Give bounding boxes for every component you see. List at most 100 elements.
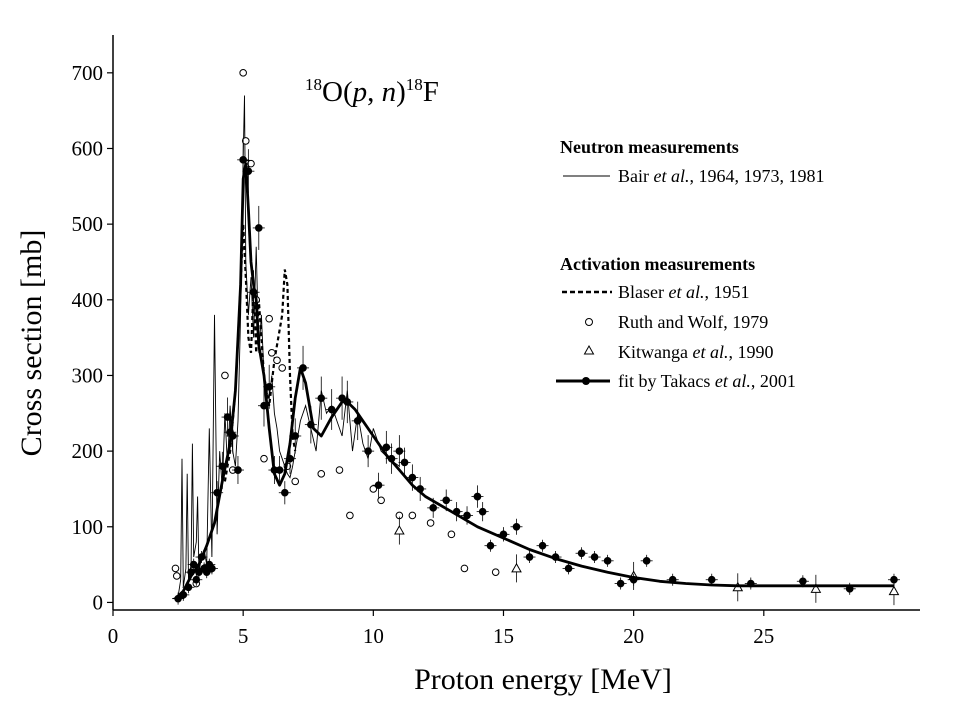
takacs-point — [473, 492, 482, 501]
y-tick-label: 600 — [72, 136, 104, 160]
legend-swatch-takacs-dot — [582, 377, 590, 385]
y-axis-label: Cross section [mb] — [15, 230, 48, 457]
takacs-point — [374, 481, 383, 489]
legend-entry-takacs: fit by Takacs et al., 2001 — [618, 371, 796, 391]
takacs-point — [223, 413, 232, 421]
legend-swatch-ruth — [585, 318, 593, 326]
takacs-point — [275, 466, 284, 474]
takacs-point — [202, 568, 211, 576]
takacs-point — [343, 398, 352, 406]
takacs-point — [746, 579, 755, 588]
takacs-point — [353, 417, 362, 425]
ruth-point — [239, 69, 247, 77]
title-product: F — [423, 76, 439, 108]
takacs-point — [197, 553, 206, 561]
x-tick-label: 5 — [238, 624, 249, 648]
takacs-point — [187, 568, 195, 576]
legend-entry-bair: Bair et al., 1964, 1973, 1981 — [618, 166, 825, 186]
title-comma: , — [367, 76, 382, 108]
legend-entry-blaser: Blaser et al., 1951 — [618, 282, 749, 302]
ruth-point — [377, 496, 385, 505]
ruth-point — [346, 511, 354, 520]
title-paren-open: ( — [343, 76, 353, 108]
takacs-point — [317, 394, 326, 402]
ruth-point — [460, 564, 469, 573]
takacs-point — [395, 447, 404, 455]
takacs-point — [254, 224, 263, 232]
title-mass-post: 18 — [406, 75, 423, 94]
takacs-point — [452, 507, 461, 516]
takacs-point — [195, 568, 203, 576]
takacs-point — [499, 530, 508, 539]
x-axis-label: Proton energy [MeV] — [414, 663, 672, 696]
takacs-point — [184, 583, 193, 592]
ruth-point — [278, 364, 287, 372]
takacs-point — [512, 522, 521, 531]
takacs-point — [890, 575, 898, 584]
takacs-point — [174, 594, 182, 603]
takacs-point — [286, 454, 294, 463]
chart-title: 18O(p, n)18F — [305, 75, 439, 108]
ruth-point — [273, 356, 281, 365]
takacs-point — [538, 541, 547, 550]
takacs-point — [327, 405, 336, 414]
takacs-point — [382, 443, 391, 452]
takacs-point — [486, 541, 495, 550]
ruth-point — [247, 159, 255, 168]
title-paren-close: ) — [396, 76, 406, 108]
takacs-point — [416, 485, 424, 493]
title-ejectile: n — [382, 76, 397, 108]
legend-group-activation-title: Activation measurements — [560, 254, 755, 274]
takacs-point — [244, 167, 253, 175]
x-tick-label: 10 — [363, 624, 384, 648]
y-tick-label: 200 — [72, 439, 104, 463]
y-tick-label: 100 — [72, 515, 104, 539]
title-projectile: p — [351, 76, 368, 108]
takacs-point — [192, 575, 201, 584]
kitwanga-point — [511, 562, 522, 573]
takacs-point — [642, 557, 651, 565]
takacs-point — [603, 557, 612, 565]
takacs-point — [234, 466, 242, 474]
title-target: O — [322, 76, 343, 108]
ruth-point — [291, 477, 300, 486]
takacs-point — [218, 462, 227, 471]
legend-entry-kitwanga: Kitwanga et al., 1990 — [618, 342, 773, 362]
takacs-point — [577, 549, 586, 558]
x-tick-label: 20 — [623, 624, 644, 648]
ruth-point — [491, 568, 500, 576]
kitwanga-point — [888, 585, 900, 596]
takacs-point — [590, 553, 599, 561]
series-takacs-fit-line — [174, 162, 894, 600]
takacs-point — [442, 496, 451, 505]
y-tick-label: 500 — [72, 212, 104, 236]
ruth-point — [267, 348, 276, 357]
takacs-point — [616, 579, 625, 588]
ruth-point — [369, 485, 378, 493]
takacs-point — [845, 585, 854, 593]
ruth-point — [172, 572, 181, 580]
y-tick-label: 300 — [72, 363, 104, 387]
y-tick-label: 0 — [93, 590, 104, 614]
ruth-point — [260, 454, 268, 463]
takacs-point — [307, 420, 315, 429]
takacs-point — [551, 553, 560, 561]
takacs-point — [260, 401, 268, 410]
takacs-point — [408, 473, 417, 482]
ruth-point — [221, 371, 229, 380]
takacs-point — [291, 432, 300, 440]
takacs-point — [707, 575, 716, 584]
takacs-point — [249, 288, 258, 297]
takacs-point — [478, 507, 487, 516]
ruth-point — [171, 564, 180, 573]
x-tick-label: 15 — [493, 624, 514, 648]
x-tick-label: 25 — [753, 624, 774, 648]
takacs-point — [799, 577, 807, 586]
legend-entry-ruth: Ruth and Wolf, 1979 — [618, 312, 768, 332]
takacs-point — [213, 488, 221, 497]
ruth-point — [426, 519, 435, 527]
ruth-point — [317, 470, 326, 478]
svg-text:18O(p, n)18F: 18O(p, n)18F — [305, 75, 439, 108]
takacs-point — [387, 454, 396, 463]
takacs-point — [228, 432, 237, 440]
